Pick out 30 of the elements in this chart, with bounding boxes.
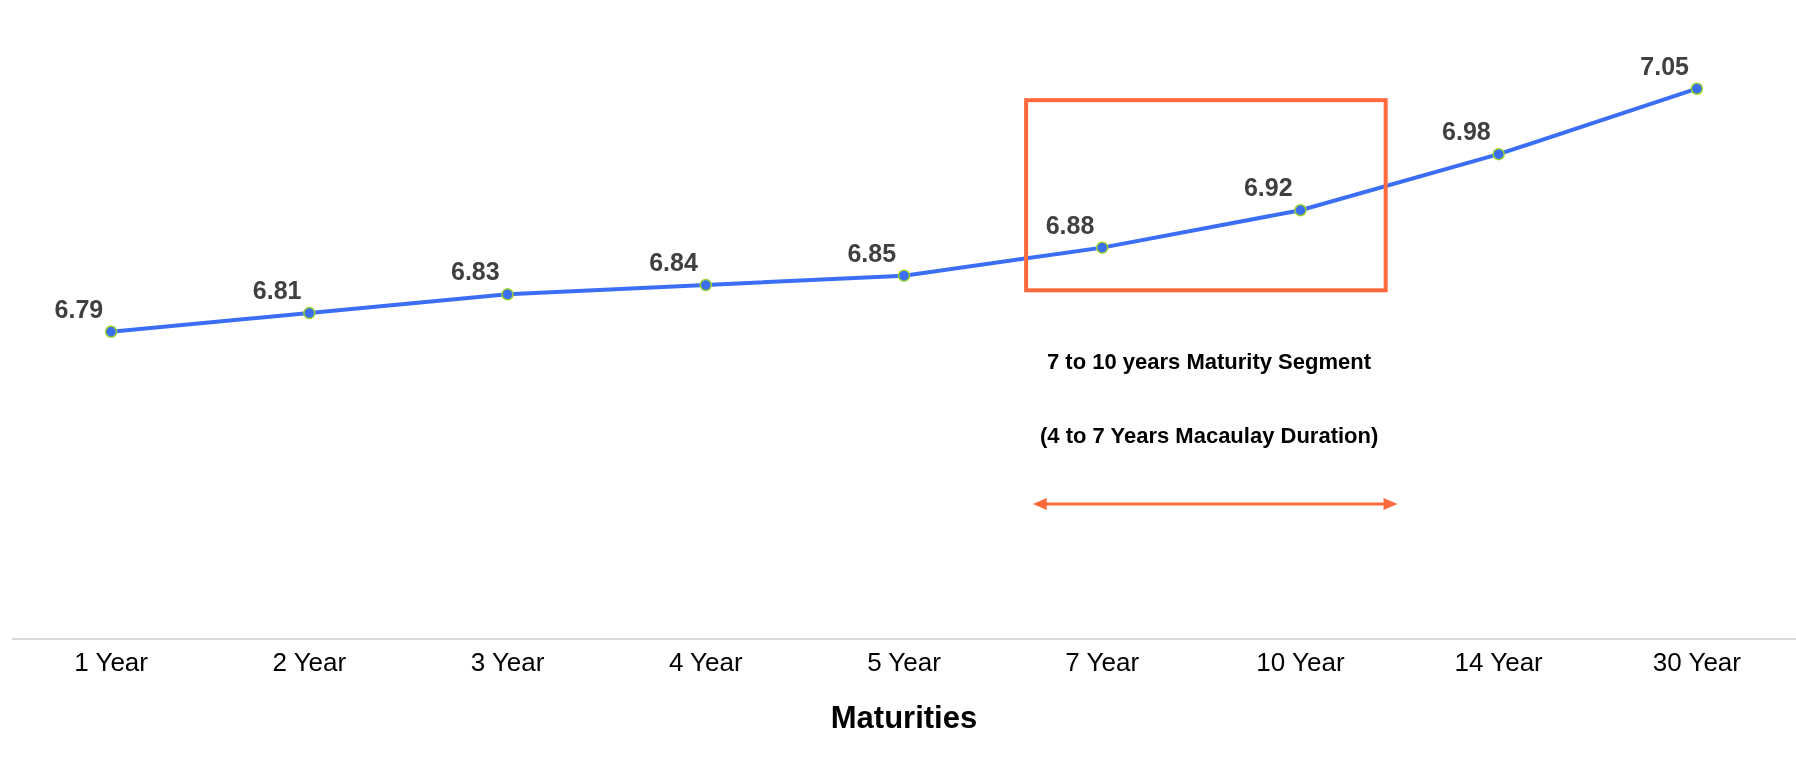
data-label: 7.05 <box>1640 51 1690 80</box>
point <box>897 269 911 282</box>
x-axis-title: Maturities <box>830 699 978 735</box>
point <box>1294 203 1307 217</box>
x-tick-label: 7 Year <box>1065 646 1140 677</box>
point <box>303 306 316 320</box>
data-label: 6.92 <box>1243 173 1293 202</box>
x-tick-label: 30 Year <box>1652 646 1742 677</box>
point <box>104 325 118 339</box>
x-tick-label: 5 Year <box>867 646 942 677</box>
x-tick-label: 10 Year <box>1256 646 1345 677</box>
data-label: 6.88 <box>1045 210 1095 239</box>
point <box>699 278 713 292</box>
x-tick-label: 4 Year <box>668 646 743 677</box>
point <box>1492 147 1505 161</box>
x-tick-label: 2 Year <box>272 646 347 677</box>
x-tick-label: 3 Year <box>470 646 545 677</box>
data-label: 6.81 <box>252 275 302 304</box>
data-label: 6.83 <box>451 257 500 286</box>
data-label: 6.84 <box>649 247 698 276</box>
data-label: 6.98 <box>1442 117 1491 146</box>
x-tick-label: 1 Year <box>74 646 149 677</box>
x-tick-label: 14 Year <box>1454 646 1544 677</box>
point <box>1095 241 1109 254</box>
data-label: 6.79 <box>54 294 104 323</box>
point <box>1690 82 1704 95</box>
text: (4 to 7 Years Macaulay Duration) <box>1040 423 1379 448</box>
data-label: 6.85 <box>847 238 897 267</box>
text: 7 to 10 years Maturity Segment <box>1047 349 1372 374</box>
point <box>501 288 514 301</box>
